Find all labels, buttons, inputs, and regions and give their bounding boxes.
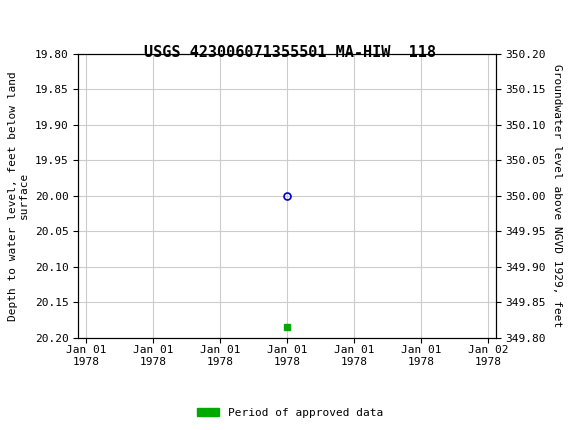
Text: USGS: USGS <box>49 9 104 27</box>
Legend: Period of approved data: Period of approved data <box>193 403 387 422</box>
Y-axis label: Groundwater level above NGVD 1929, feet: Groundwater level above NGVD 1929, feet <box>552 64 561 327</box>
Y-axis label: Depth to water level, feet below land
surface: Depth to water level, feet below land su… <box>8 71 29 320</box>
Text: USGS 423006071355501 MA-HIW  118: USGS 423006071355501 MA-HIW 118 <box>144 45 436 60</box>
